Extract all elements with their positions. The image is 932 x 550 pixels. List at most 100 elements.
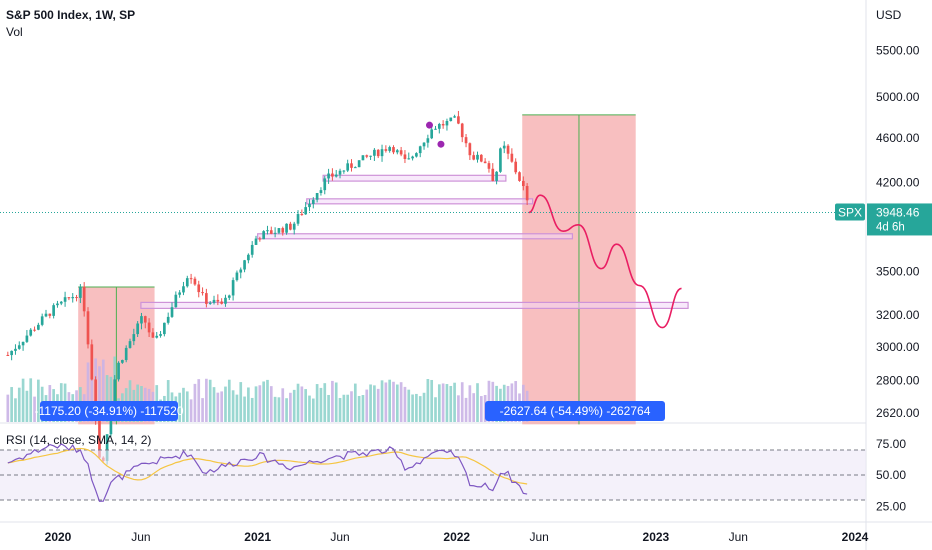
volume-bar — [373, 385, 376, 422]
candle-body — [48, 313, 52, 316]
volume-bar — [10, 387, 13, 422]
candle-body — [281, 228, 285, 233]
candle-body — [250, 244, 254, 255]
volume-bar — [319, 387, 323, 422]
candle-body — [178, 292, 181, 295]
volume-bar — [479, 396, 483, 422]
marker-dot — [437, 140, 445, 148]
rsi-tick-label: 50.00 — [876, 468, 906, 482]
candle-body — [17, 345, 21, 349]
candle-body — [273, 232, 277, 234]
candle-body — [499, 148, 502, 172]
volume-bar — [281, 388, 285, 422]
candle-body — [208, 302, 212, 304]
candle-body — [495, 171, 498, 181]
candle-body — [296, 214, 300, 224]
volume-bar — [472, 393, 476, 422]
x-tick-label: Jun — [529, 530, 548, 544]
chart-title-text: S&P 500 Index, 1W, SP — [6, 8, 136, 22]
support-levels — [140, 174, 689, 309]
volume-bar — [216, 392, 220, 422]
candle-body — [514, 161, 518, 173]
candle-body — [193, 278, 197, 285]
candle-body — [231, 280, 235, 296]
volume-bar — [86, 362, 90, 422]
candle-body — [292, 223, 296, 230]
volume-bar — [407, 389, 411, 422]
x-tick-label: Jun — [729, 530, 748, 544]
volume-bar — [258, 385, 262, 422]
x-tick-label: 2020 — [45, 530, 72, 544]
y-tick-label: 4600.00 — [876, 131, 920, 145]
candle-body — [323, 178, 327, 191]
candle-body — [418, 146, 422, 154]
candle-body — [79, 286, 82, 298]
level-box — [306, 198, 534, 205]
candle-body — [113, 379, 117, 408]
level-box — [257, 233, 574, 240]
candle-body — [453, 116, 456, 118]
candle-body — [285, 223, 288, 233]
measure-zones — [78, 114, 636, 425]
volume-bar — [457, 395, 460, 422]
candle-body — [247, 254, 250, 261]
candle-body — [487, 163, 491, 169]
x-tick-label: 2021 — [244, 530, 271, 544]
volume-bar — [239, 382, 243, 422]
volume-bar — [269, 386, 273, 422]
candle-body — [25, 335, 29, 342]
candle-body — [457, 116, 460, 124]
candle-body — [10, 350, 13, 356]
candle-body — [128, 341, 132, 348]
candle-body — [441, 123, 445, 126]
volume-bar — [430, 379, 434, 422]
volume-bar — [33, 396, 36, 422]
candle-body — [338, 170, 342, 175]
candle-body — [361, 155, 365, 161]
candle-body — [94, 379, 97, 420]
candle-body — [37, 324, 40, 330]
candle-body — [277, 228, 281, 233]
candle-body — [376, 149, 380, 157]
volume-bar — [464, 397, 468, 422]
y-tick-label: 4200.00 — [876, 175, 920, 189]
candle-body — [445, 120, 449, 126]
volume-bar — [14, 398, 17, 422]
rsi-tick-label: 25.00 — [876, 499, 906, 513]
volume-bar — [189, 399, 193, 422]
currency-label: USD — [876, 8, 902, 22]
volume-bar — [323, 383, 327, 422]
candle-body — [6, 354, 10, 356]
candle-body — [147, 322, 151, 333]
candle-body — [189, 278, 193, 280]
axes: 5500.00 5000.00 4600.00 4200.00 3500.00 3200.… — [45, 43, 920, 544]
candle-body — [258, 238, 262, 240]
candle-body — [353, 167, 357, 169]
volume-bar — [193, 383, 197, 422]
level-box — [322, 174, 507, 182]
candle-body — [185, 278, 189, 287]
candle-body — [311, 199, 315, 204]
volume-bar — [422, 392, 426, 422]
y-tick-label: 2620.00 — [876, 406, 920, 420]
candle-body — [227, 295, 231, 298]
candle-body — [521, 180, 525, 187]
volume-bar — [250, 397, 254, 422]
measure-label-box — [485, 401, 665, 421]
overlay-labels: SPX 3948.46 4d 6h -1175.20 (-34.91%) -11752… — [0, 203, 932, 421]
candle-body — [380, 149, 384, 157]
volume-bar — [29, 378, 33, 422]
volume-bar — [201, 398, 204, 422]
candle-body — [434, 128, 437, 130]
candle-body — [159, 334, 162, 336]
volume-bar — [434, 397, 437, 422]
candle-body — [44, 313, 48, 317]
rsi-line — [7, 443, 528, 502]
measure-label-text: -1175.20 (-34.91%) -117520 — [35, 404, 184, 418]
volume-bar — [460, 382, 464, 422]
candle-body — [166, 316, 170, 323]
candle-body — [399, 150, 403, 155]
candle-body — [90, 344, 94, 380]
candle-body — [117, 362, 120, 380]
